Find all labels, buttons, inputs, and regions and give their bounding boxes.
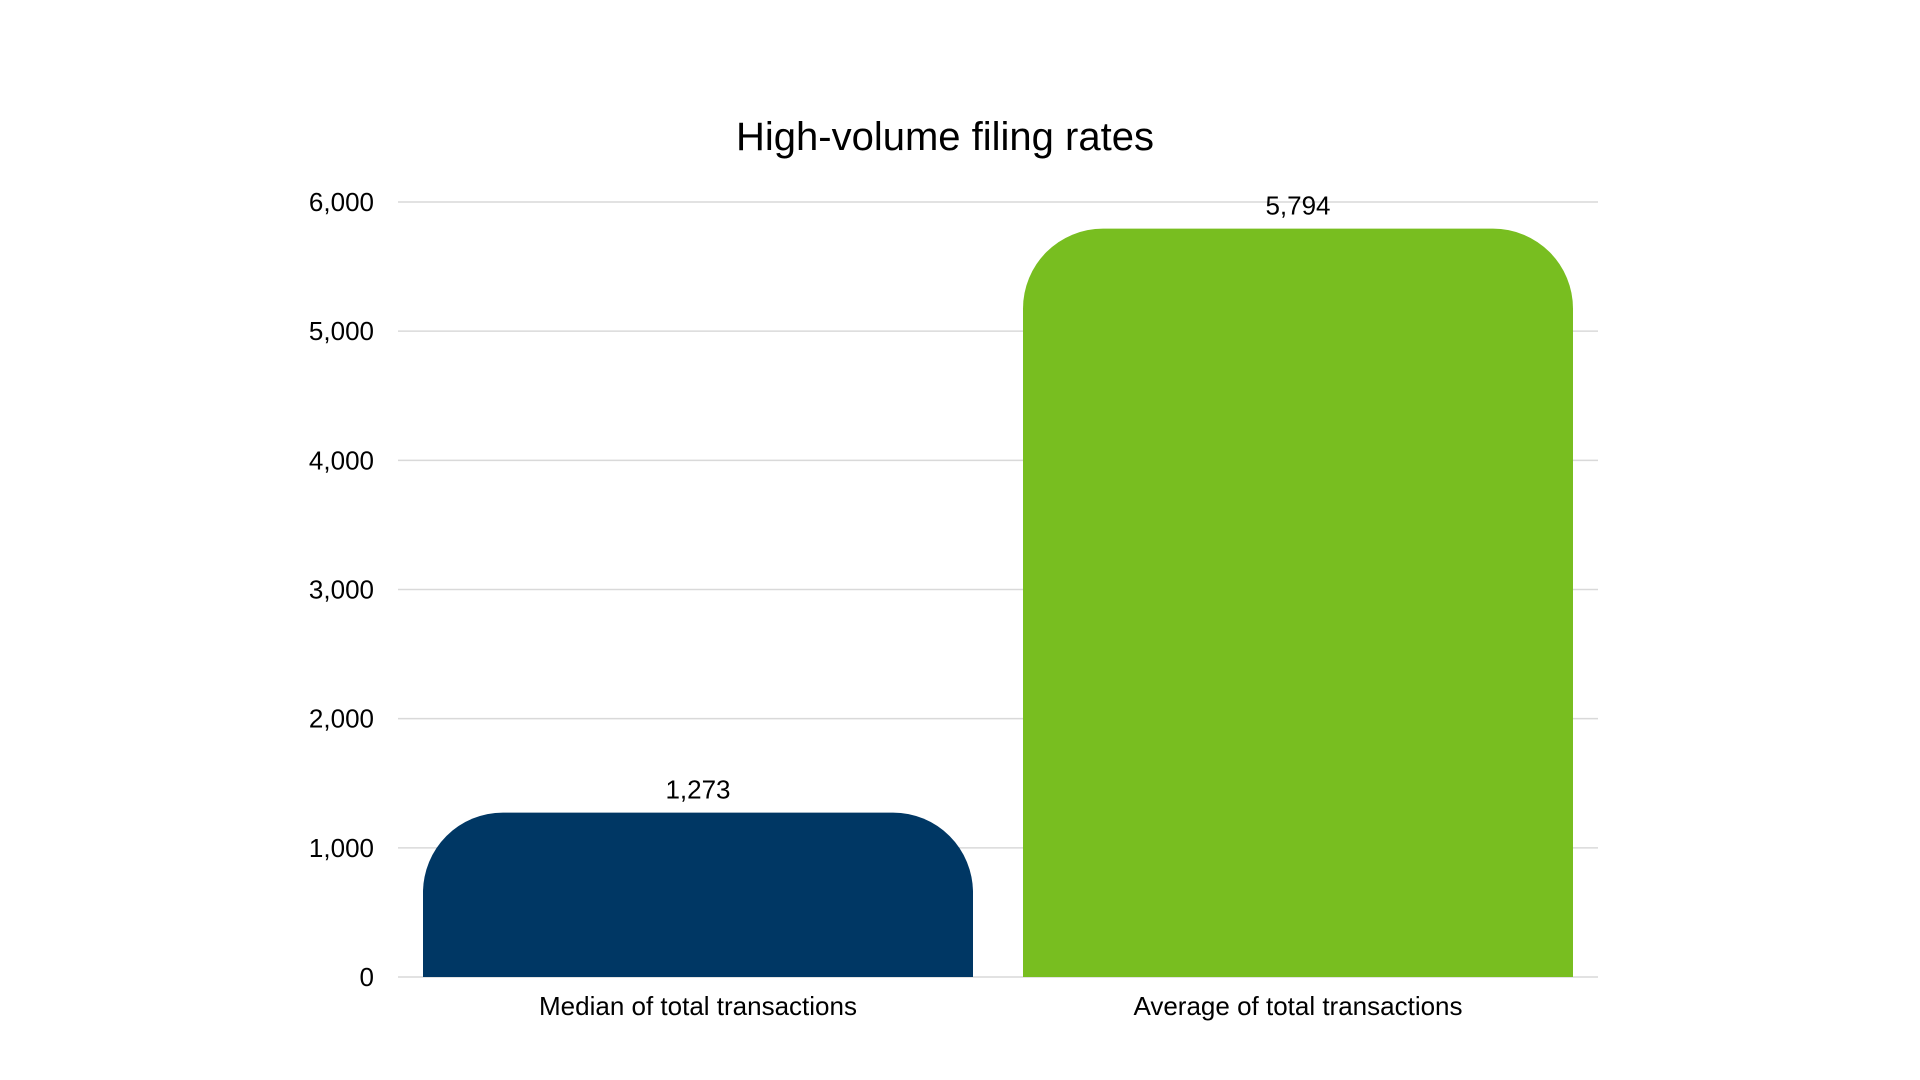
x-category-label: Average of total transactions <box>1133 991 1462 1021</box>
y-tick-label: 1,000 <box>309 833 374 863</box>
chart-title: High-volume filing rates <box>736 115 1154 159</box>
x-category-label: Median of total transactions <box>539 991 857 1021</box>
y-tick-label: 6,000 <box>309 187 374 217</box>
x-axis-categories: Median of total transactions Average of t… <box>539 991 1463 1021</box>
data-label: 1,273 <box>665 775 730 805</box>
y-tick-label: 5,000 <box>309 316 374 346</box>
data-labels: 1,273 5,794 <box>665 191 1330 805</box>
y-tick-label: 0 <box>360 962 374 992</box>
y-tick-label: 3,000 <box>309 575 374 605</box>
bar-2 <box>1023 228 1573 977</box>
bar-1 <box>423 812 973 977</box>
data-label: 5,794 <box>1265 191 1330 221</box>
y-tick-label: 4,000 <box>309 445 374 475</box>
y-axis-ticks: 0 1,000 2,000 3,000 4,000 5,000 6,000 <box>309 187 374 992</box>
y-tick-label: 2,000 <box>309 704 374 734</box>
bars <box>423 228 1573 977</box>
